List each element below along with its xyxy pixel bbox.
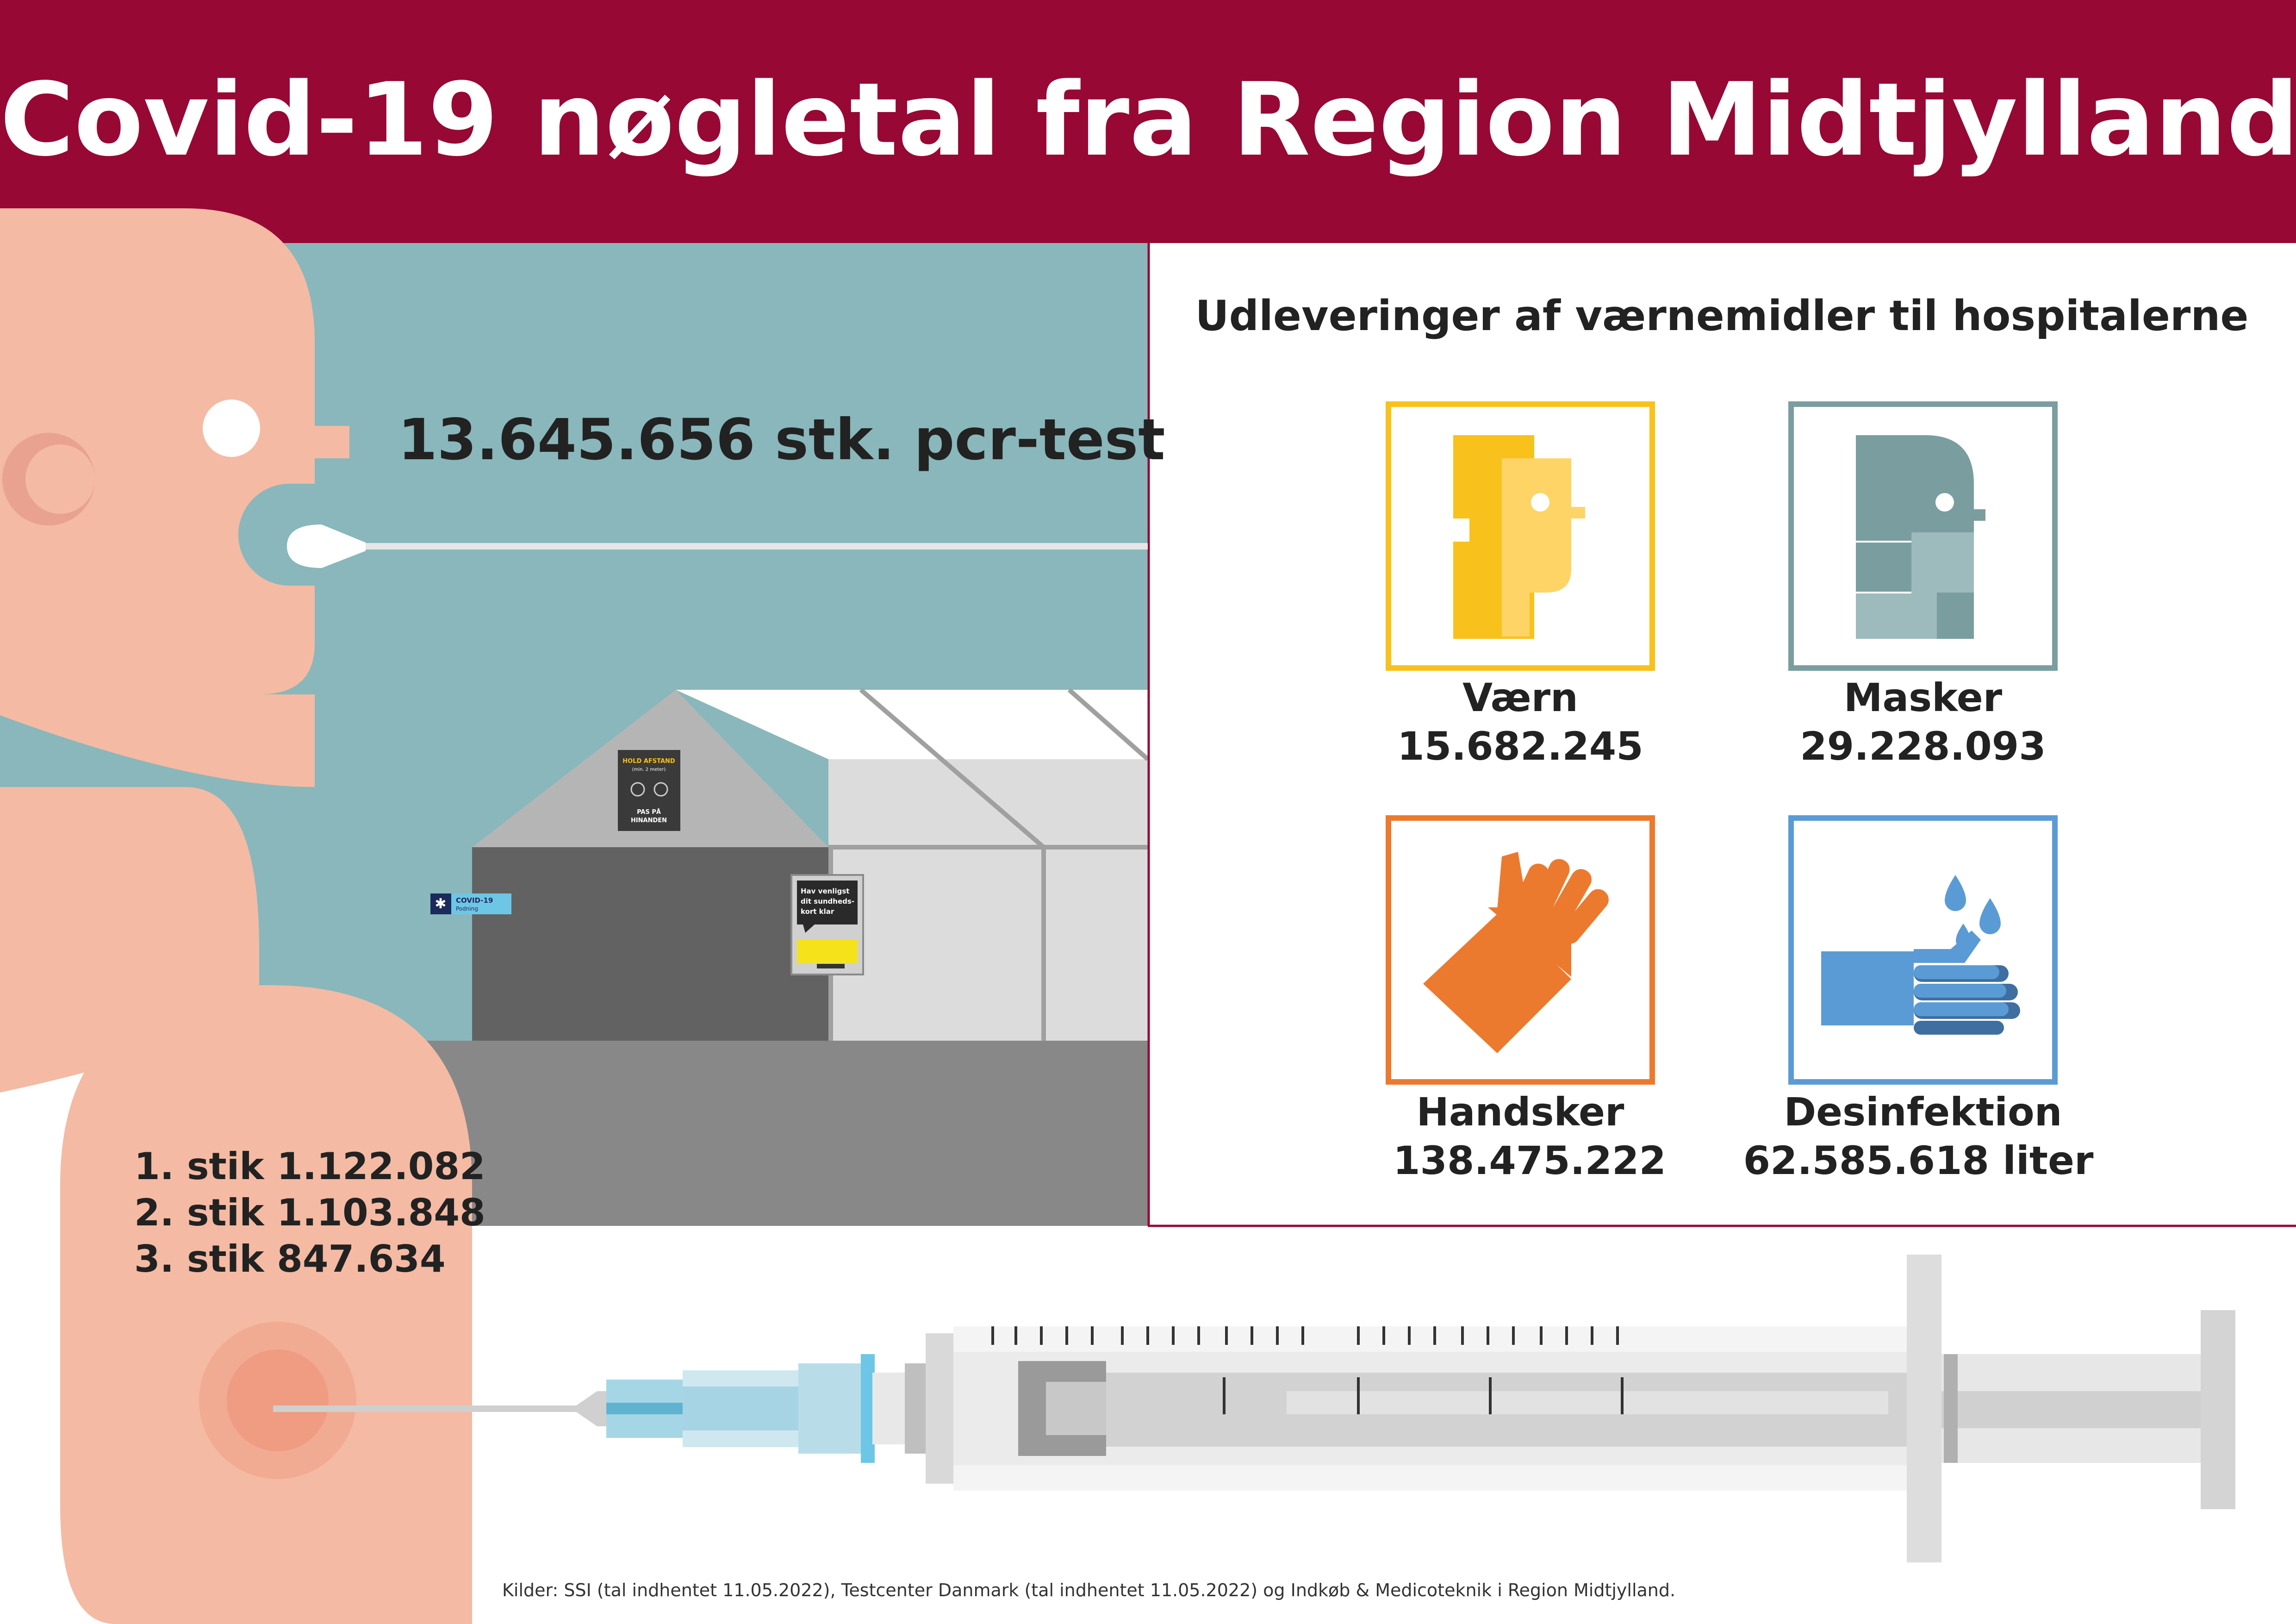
ppe-frame-mask	[1788, 401, 2058, 671]
syringe-illustration	[273, 1255, 2235, 1562]
face-mask-icon	[1856, 435, 1985, 639]
ppe-value-sanitizer: 62.585.618 liter	[1743, 1138, 2094, 1183]
vaccination-row: 2. stik 1.103.848	[134, 1190, 485, 1236]
vaccination-list: 1. stik 1.122.082 2. stik 1.103.848 3. s…	[134, 1143, 485, 1282]
dose-label: 1. stik	[134, 1145, 264, 1188]
ppe-label-mask: Masker	[1843, 675, 2003, 720]
page-title: Covid-19 nøgletal fra Region Midtjylland	[0, 62, 2296, 179]
sign-distance-line-4: HINANDEN	[631, 817, 667, 824]
hand-sanitizer-icon	[1821, 875, 2020, 1035]
sign-card-line-1: Hav venligst	[801, 887, 849, 895]
glove-icon	[1423, 852, 1609, 1053]
sign-distance-line-1: HOLD AFSTAND	[622, 758, 675, 765]
sign-card-line-2: dit sundheds-	[801, 897, 854, 906]
sign-distance-line-3: PAS PÅ	[637, 808, 661, 816]
sign-distance-line-2: (min. 2 meter)	[632, 767, 666, 772]
ppe-label-glove: Handsker	[1416, 1089, 1624, 1135]
vaccination-row: 1. stik 1.122.082	[134, 1143, 485, 1190]
ppe-frame-glove	[1386, 815, 1655, 1085]
ppe-label-sanitizer: Desinfektion	[1784, 1089, 2062, 1135]
ppe-label-shield: Værn	[1462, 675, 1578, 720]
sign-card-line-3: kort klar	[801, 907, 834, 916]
sign-testing-line-1: COVID-19	[456, 896, 493, 905]
ppe-value-shield: 15.682.245	[1397, 724, 1643, 769]
sign-health-card: Hav venligst dit sundheds- kort klar	[790, 874, 864, 975]
header-band	[0, 0, 2296, 243]
dose-count: 1.103.848	[277, 1191, 485, 1234]
sign-testing-line-2: Podning	[456, 906, 478, 912]
ppe-section-title: Udleveringer af værnemidler til hospital…	[1195, 292, 2249, 340]
vaccination-row: 3. stik 847.634	[134, 1236, 485, 1282]
svg-text:✱: ✱	[435, 896, 446, 912]
ppe-value-mask: 29.228.093	[1800, 724, 2046, 769]
dose-count: 1.122.082	[277, 1145, 485, 1188]
sources-footnote: Kilder: SSI (tal indhentet 11.05.2022), …	[502, 1580, 1676, 1600]
face-shield-icon	[1453, 435, 1585, 639]
ppe-frame-shield	[1386, 401, 1655, 671]
dose-count: 847.634	[277, 1237, 446, 1280]
ppe-frame-sanitizer	[1788, 815, 2058, 1085]
ppe-value-glove: 138.475.222	[1393, 1138, 1666, 1183]
sign-testing: ✱ COVID-19 Podning	[430, 893, 511, 914]
sign-distance: HOLD AFSTAND (min. 2 meter) PAS PÅ HINAN…	[618, 750, 680, 831]
pcr-test-count: 13.645.656 stk. pcr-test	[398, 407, 1165, 473]
person-illustration	[0, 208, 472, 1624]
swab	[287, 525, 1148, 568]
dose-label: 3. stik	[134, 1237, 264, 1280]
dose-label: 2. stik	[134, 1191, 264, 1234]
